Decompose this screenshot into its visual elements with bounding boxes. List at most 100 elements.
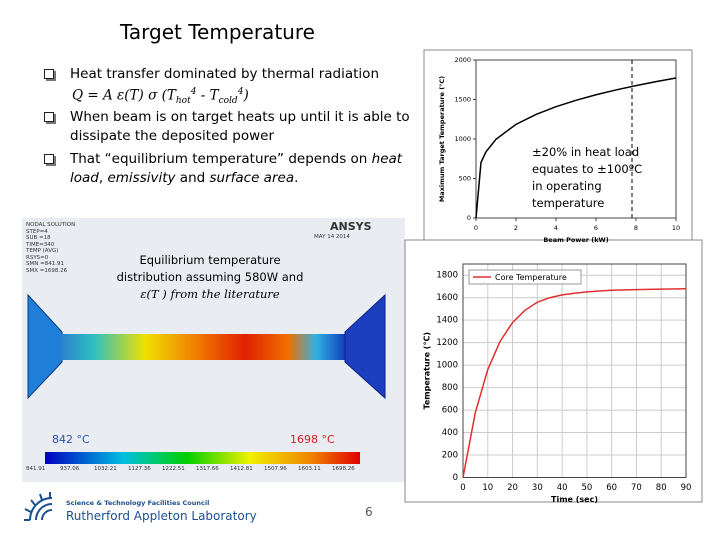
annotation: ±20% in heat load equates to ±100ºC in ope… <box>532 144 642 212</box>
lab-name: Rutherford Appleton Laboratory <box>66 509 257 523</box>
x-tick-label: 50 <box>581 483 592 493</box>
stfc-logo <box>24 492 53 521</box>
formula-sub: cold <box>218 96 238 107</box>
annotation-line: in operating <box>532 179 602 193</box>
bullet: Heat transfer dominated by thermal radia… <box>70 66 379 82</box>
annotation-line: temperature <box>532 196 605 210</box>
y-axis-label: Maximum Target Temperature (°C) <box>438 76 446 202</box>
bullet-marker <box>44 112 54 122</box>
x-tick-label: 70 <box>631 483 642 493</box>
x-axis-label: Time (sec) <box>551 495 598 504</box>
x-tick-label: 4 <box>554 224 558 232</box>
scale-label: 1317.66 <box>196 466 219 472</box>
y-axis-label: Temperature (°C) <box>423 332 432 410</box>
x-tick-label: 0 <box>474 224 478 232</box>
info-line: SMN =841.91 <box>26 261 64 267</box>
scale-label: 1412.81 <box>230 466 253 472</box>
y-tick-label: 200 <box>442 451 458 461</box>
caption-line: Equilibrium temperature <box>139 253 281 267</box>
formula: Q = A ε(T) σ (Thot4 - Tcold4) <box>72 87 249 106</box>
formula-part: Q = A ε(T) σ (T <box>72 87 176 104</box>
data-line <box>475 77 677 219</box>
scale-label: 1032.21 <box>94 466 117 472</box>
y-tick-label: 1600 <box>436 293 458 303</box>
color-scale <box>45 452 360 464</box>
bullet-part: That “equilibrium temperature” depends o… <box>70 151 372 167</box>
scale-label: 1603.11 <box>298 466 321 472</box>
y-tick-label: 0 <box>453 473 458 483</box>
formula-part: ) <box>243 87 249 104</box>
y-tick-label: 2000 <box>454 56 471 64</box>
x-tick-label: 2 <box>514 224 518 232</box>
annotation-line: ±20% in heat load <box>532 145 640 159</box>
scale-label: 1222.51 <box>162 466 185 472</box>
info-line: SMX =1698.26 <box>26 267 68 274</box>
x-axis-label: Beam Power (kW) <box>543 236 608 244</box>
max-temperature: 1698 °C <box>290 433 335 446</box>
y-tick-label: 1000 <box>436 361 458 371</box>
x-tick-label: 30 <box>532 483 543 493</box>
x-tick-label: 6 <box>594 224 598 232</box>
x-tick-label: 80 <box>656 483 667 493</box>
plot-frame <box>475 59 677 219</box>
scale-label: 1507.96 <box>264 466 287 472</box>
annotation-line: equates to ±100ºC <box>532 162 643 176</box>
right-cone <box>344 293 386 400</box>
scale-label: 1698.26 <box>332 466 355 472</box>
x-tick-label: 10 <box>482 483 493 493</box>
bullet: dissipate the deposited power <box>70 128 274 144</box>
min-temperature: 842 °C <box>52 433 90 446</box>
x-tick-label: 20 <box>507 483 518 493</box>
y-tick-label: 0 <box>467 214 471 222</box>
y-tick-label: 1800 <box>436 271 458 281</box>
x-tick-label: 90 <box>681 483 692 493</box>
bullet-part: and <box>175 170 210 186</box>
info-line: TIME=340 <box>26 241 55 248</box>
x-tick-label: 0 <box>460 483 465 493</box>
y-tick-label: 400 <box>442 428 458 438</box>
x-tick-label: 8 <box>634 224 638 232</box>
info-line: TEMP (AVG) <box>26 248 59 254</box>
legend-label: Core Temperature <box>495 273 567 282</box>
scale-label: 1127.36 <box>128 466 151 472</box>
ansys-date: MAY 14 2014 <box>314 234 350 240</box>
bullet-marker <box>44 154 54 164</box>
bullet: When beam is on target heats up until it… <box>70 109 410 125</box>
x-tick-label: 40 <box>557 483 568 493</box>
scale-label: 841.91 <box>26 466 46 472</box>
simulation-caption: Equilibrium temperature distribution ass… <box>0 252 420 303</box>
formula-sub: hot <box>175 96 191 107</box>
y-tick-label: 1000 <box>454 135 471 143</box>
info-line: STEP=4 <box>26 228 48 235</box>
info-line: NODAL SOLUTION <box>26 222 76 228</box>
target-rod <box>60 334 345 360</box>
page-number: 6 <box>365 505 373 519</box>
bullet-part: heat <box>371 151 403 167</box>
y-tick-label: 800 <box>442 383 458 393</box>
legend-box <box>468 269 582 285</box>
y-tick-label: 1200 <box>436 338 458 348</box>
caption-line: distribution assuming 580W and <box>116 270 304 284</box>
left-cone <box>27 293 63 400</box>
bullet-part: surface area <box>209 170 295 186</box>
formula-sup: 4 <box>190 87 197 97</box>
x-tick-label: 10 <box>672 224 680 232</box>
plot-frame <box>462 263 687 478</box>
formula-sup: 4 <box>237 87 244 97</box>
slide-title: Target Temperature <box>120 20 315 44</box>
info-line: SUB =18 <box>26 235 51 241</box>
bullet: That “equilibrium temperature” depends o… <box>70 151 402 167</box>
bullet-part: load <box>70 170 99 186</box>
info-line: RSYS=0 <box>26 254 49 261</box>
council-name: Science & Technology Facilities Council <box>66 499 210 507</box>
bullet: load, emissivity and surface area. <box>70 170 298 186</box>
bullet-part: emissivity <box>107 170 176 186</box>
caption-line: ε(T ) from the literature <box>140 287 280 301</box>
bullet-part: , <box>98 170 108 186</box>
y-tick-label: 600 <box>442 406 458 416</box>
y-tick-label: 1400 <box>436 316 458 326</box>
data-line <box>462 287 687 478</box>
y-tick-label: 500 <box>459 175 471 183</box>
